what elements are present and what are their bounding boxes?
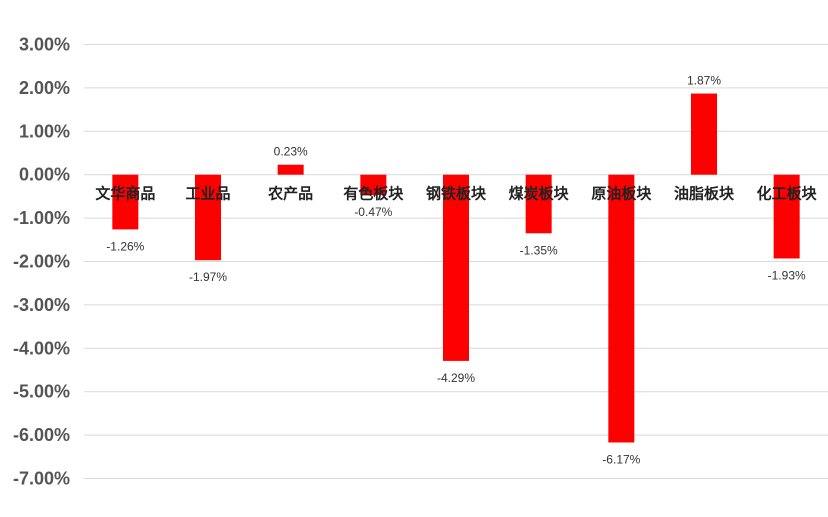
bar <box>525 174 552 234</box>
y-tick-label: 1.00% <box>19 121 70 141</box>
data-label: 1.87% <box>687 74 721 88</box>
category-label: 油脂板块 <box>674 185 735 203</box>
data-label: -4.29% <box>437 371 475 385</box>
category-label: 钢铁板块 <box>426 185 487 203</box>
bar <box>443 174 469 361</box>
bars <box>112 93 800 443</box>
data-label: -6.17% <box>602 452 640 466</box>
y-axis-tick-labels: 3.00% 2.00% 1.00% 0.00% -1.00% -2.00% -3.00% -4… <box>13 35 70 489</box>
category-label: 文华商品 <box>95 185 155 203</box>
data-label: -1.26% <box>106 239 144 253</box>
y-tick-label: -5.00% <box>13 382 70 402</box>
bar <box>608 174 635 443</box>
bar <box>360 174 387 196</box>
category-label: 农产品 <box>267 185 313 203</box>
category-label: 工业品 <box>185 185 230 203</box>
y-tick-label: -7.00% <box>13 469 70 489</box>
y-tick-label: 2.00% <box>19 78 70 98</box>
bar <box>195 174 221 261</box>
y-tick-label: 3.00% <box>19 35 70 55</box>
data-label: 0.23% <box>274 145 308 159</box>
y-tick-label: -4.00% <box>13 338 70 358</box>
y-tick-label: 0.00% <box>19 165 70 185</box>
data-labels: -1.26% -1.97% 0.23% -0.47% -4.29% -1.35% -6.17… <box>106 74 806 467</box>
data-label: -1.97% <box>189 270 227 284</box>
bar <box>773 174 800 259</box>
bar <box>691 93 717 175</box>
data-label: -0.47% <box>354 205 392 219</box>
category-label: 原油板块 <box>591 185 652 203</box>
data-label: -1.93% <box>768 268 806 282</box>
category-label: 化工板块 <box>757 185 818 203</box>
y-tick-label: -1.00% <box>13 208 70 228</box>
category-label: 有色板块 <box>343 185 404 203</box>
y-tick-label: -2.00% <box>13 252 70 272</box>
bar <box>112 174 139 230</box>
bar <box>277 164 304 175</box>
y-tick-label: -6.00% <box>13 425 70 445</box>
y-tick-label: -3.00% <box>13 295 70 315</box>
data-label: -1.35% <box>520 243 558 257</box>
category-label: 煤炭板块 <box>509 185 570 203</box>
category-labels: 文华商品 工业品 农产品 有色板块 钢铁板块 煤炭板块 原油板块 油脂板块 化工板块 <box>95 185 817 203</box>
